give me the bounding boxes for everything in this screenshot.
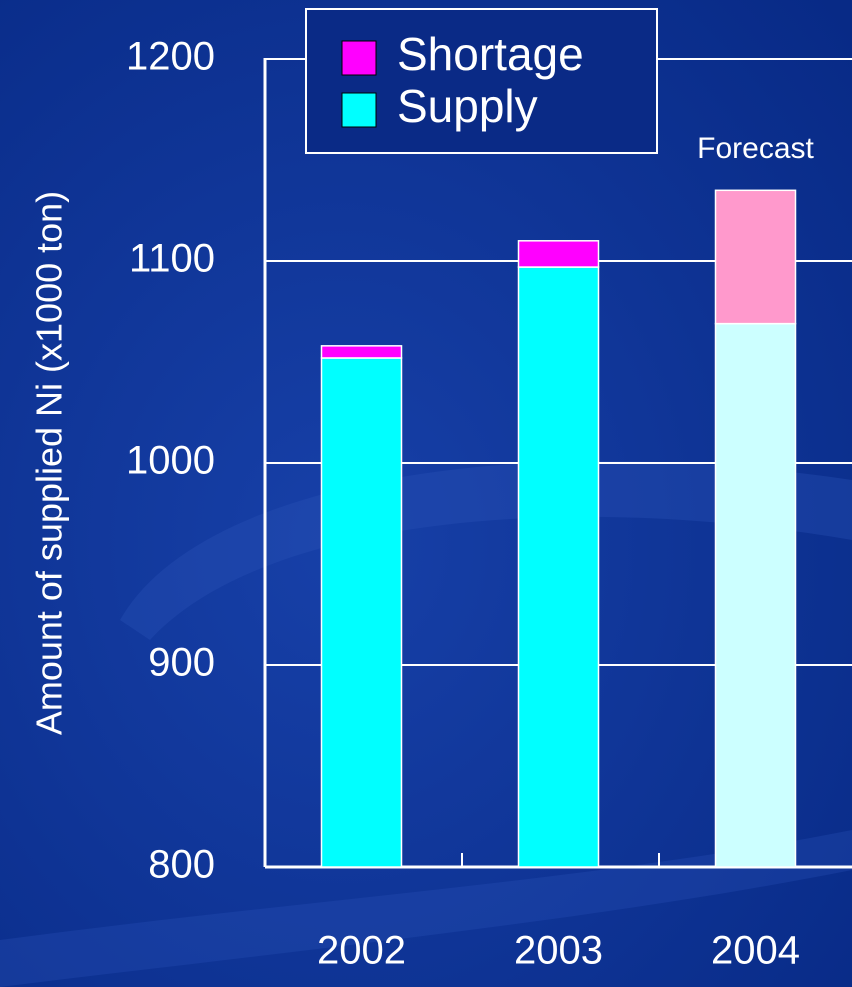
y-tick-label: 1100 (129, 237, 215, 281)
x-tick-label: 2004 (711, 929, 800, 973)
bar-segment (714, 189, 797, 325)
bar-segment (714, 322, 797, 868)
y-axis-label: Amount of supplied Ni (x1000 ton) (29, 191, 70, 735)
legend-label: Shortage (397, 28, 584, 80)
legend-swatch (341, 92, 377, 128)
legend-box (305, 8, 658, 154)
background-swirl (120, 461, 852, 640)
y-tick-label: 900 (148, 641, 215, 685)
annotation: Forecast (697, 132, 814, 165)
bar-segment (517, 240, 600, 268)
legend-label: Supply (397, 80, 538, 132)
bar-segment (517, 266, 600, 868)
bar-segment (320, 357, 403, 868)
bar-segment (320, 345, 403, 359)
y-tick-label: 800 (148, 843, 215, 887)
legend-swatch (341, 40, 377, 76)
y-tick-label: 1000 (126, 439, 215, 483)
background-swirl (0, 830, 852, 987)
x-tick-label: 2002 (317, 929, 406, 973)
y-tick-label: 1200 (126, 35, 215, 79)
x-tick-label: 2003 (514, 929, 603, 973)
